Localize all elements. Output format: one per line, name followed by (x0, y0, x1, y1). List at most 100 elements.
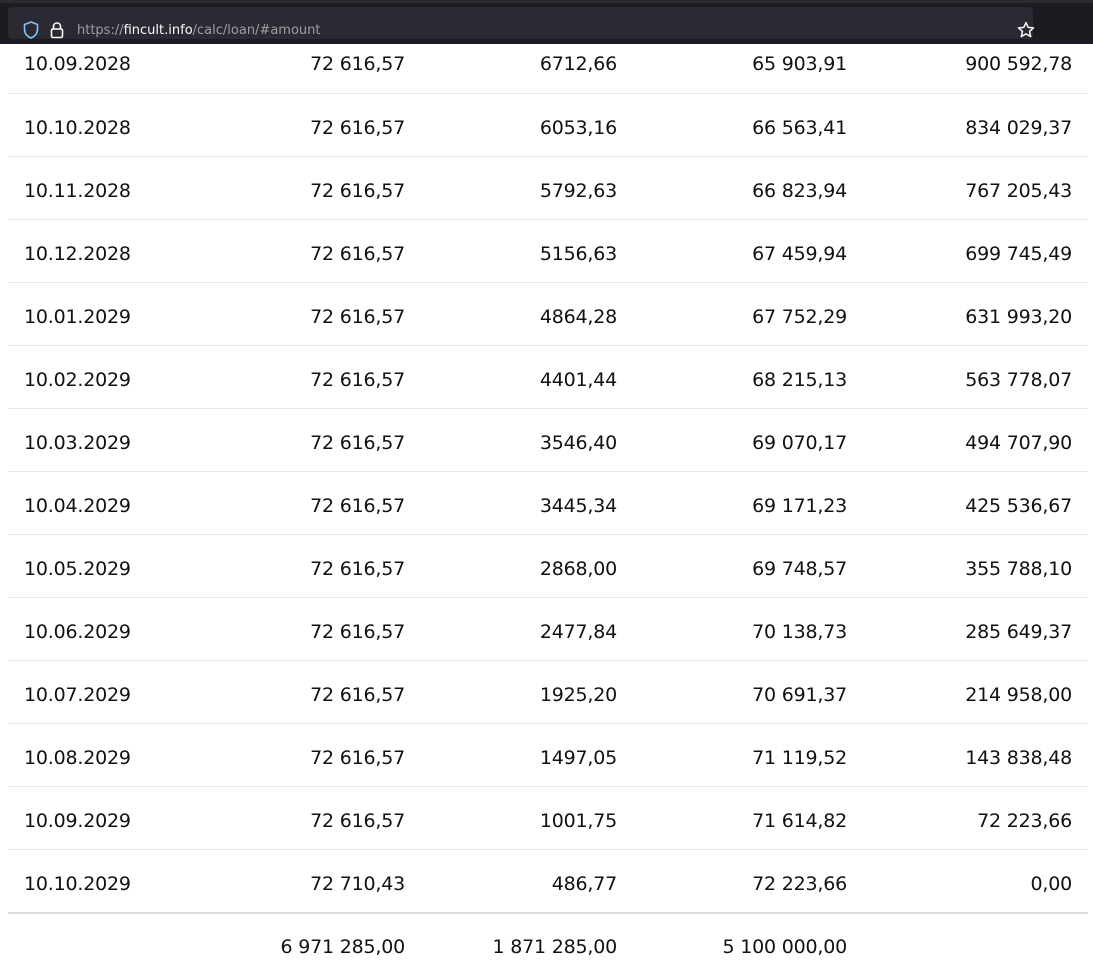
principal-cell: 71 119,52 (752, 747, 847, 769)
url-path: /calc/loan/#amount (192, 23, 321, 38)
balance-cell: 631 993,20 (965, 306, 1072, 328)
balance-cell: 285 649,37 (965, 621, 1072, 643)
principal-cell: 67 459,94 (752, 243, 847, 265)
balance-cell: 425 536,67 (965, 495, 1072, 517)
table-row: 10.09.2029 72 616,57 1001,75 71 614,82 72 22… (8, 787, 1088, 850)
interest-cell: 6053,16 (539, 117, 617, 139)
payment-cell: 72 616,57 (310, 117, 405, 139)
principal-cell: 69 070,17 (752, 432, 847, 454)
interest-cell: 2477,84 (539, 621, 617, 643)
balance-cell: 214 958,00 (965, 684, 1072, 706)
table-row: 10.12.2028 72 616,57 5156,63 67 459,94 699 7… (8, 220, 1088, 283)
payment-cell: 72 616,57 (310, 810, 405, 832)
payment-cell: 72 616,57 (310, 243, 405, 265)
date-cell: 10.02.2029 (24, 369, 131, 391)
date-cell: 10.10.2029 (24, 873, 131, 895)
principal-cell: 68 215,13 (752, 369, 847, 391)
table-row: 10.05.2029 72 616,57 2868,00 69 748,57 355 7… (8, 535, 1088, 598)
date-cell: 10.04.2029 (24, 495, 131, 517)
lock-icon[interactable] (50, 21, 64, 39)
payment-cell: 72 616,57 (310, 53, 405, 75)
table-row: 10.01.2029 72 616,57 4864,28 67 752,29 631 9… (8, 283, 1088, 346)
interest-cell: 1001,75 (539, 810, 617, 832)
date-cell: 10.09.2028 (24, 53, 131, 75)
payment-cell: 72 616,57 (310, 558, 405, 580)
payment-cell: 72 616,57 (310, 180, 405, 202)
payment-cell: 72 616,57 (310, 306, 405, 328)
balance-cell: 0,00 (1030, 873, 1072, 895)
payment-cell: 72 616,57 (310, 684, 405, 706)
interest-cell: 3445,34 (539, 495, 617, 517)
interest-cell: 5792,63 (539, 180, 617, 202)
total-payment: 6 971 285,00 (280, 936, 405, 958)
table-row: 10.10.2028 72 616,57 6053,16 66 563,41 834 0… (8, 94, 1088, 157)
balance-cell: 699 745,49 (965, 243, 1072, 265)
principal-cell: 69 748,57 (752, 558, 847, 580)
interest-cell: 486,77 (551, 873, 617, 895)
address-bar[interactable]: https://fincult.info/calc/loan/#amount (8, 7, 1035, 39)
payment-schedule-table: 10.09.2028 72 616,57 6712,66 65 903,91 900 5… (8, 44, 1088, 913)
browser-toolbar: https://fincult.info/calc/loan/#amount (0, 0, 1093, 44)
bookmark-star-icon[interactable] (1017, 21, 1035, 39)
interest-cell: 1925,20 (539, 684, 617, 706)
principal-cell: 70 691,37 (752, 684, 847, 706)
principal-cell: 71 614,82 (752, 810, 847, 832)
totals-divider (8, 912, 1088, 914)
date-cell: 10.08.2029 (24, 747, 131, 769)
principal-cell: 66 563,41 (752, 117, 847, 139)
balance-cell: 143 838,48 (965, 747, 1072, 769)
table-row: 10.10.2029 72 710,43 486,77 72 223,66 0,00 (8, 850, 1088, 913)
table-row: 10.11.2028 72 616,57 5792,63 66 823,94 767 2… (8, 157, 1088, 220)
date-cell: 10.03.2029 (24, 432, 131, 454)
principal-cell: 66 823,94 (752, 180, 847, 202)
interest-cell: 6712,66 (539, 53, 617, 75)
balance-cell: 834 029,37 (965, 117, 1072, 139)
principal-cell: 65 903,91 (752, 53, 847, 75)
date-cell: 10.10.2028 (24, 117, 131, 139)
payment-cell: 72 616,57 (310, 495, 405, 517)
url-host: fincult.info (123, 23, 193, 38)
interest-cell: 3546,40 (539, 432, 617, 454)
date-cell: 10.11.2028 (24, 180, 131, 202)
balance-cell: 563 778,07 (965, 369, 1072, 391)
date-cell: 10.12.2028 (24, 243, 131, 265)
balance-cell: 72 223,66 (977, 810, 1072, 832)
interest-cell: 4864,28 (539, 306, 617, 328)
table-row: 10.09.2028 72 616,57 6712,66 65 903,91 900 5… (8, 44, 1088, 94)
principal-cell: 72 223,66 (752, 873, 847, 895)
balance-cell: 900 592,78 (965, 53, 1072, 75)
table-row: 10.04.2029 72 616,57 3445,34 69 171,23 425 5… (8, 472, 1088, 535)
interest-cell: 5156,63 (539, 243, 617, 265)
date-cell: 10.06.2029 (24, 621, 131, 643)
payment-cell: 72 616,57 (310, 432, 405, 454)
table-row: 10.07.2029 72 616,57 1925,20 70 691,37 214 9… (8, 661, 1088, 724)
payment-cell: 72 616,57 (310, 621, 405, 643)
payment-cell: 72 616,57 (310, 747, 405, 769)
balance-cell: 355 788,10 (965, 558, 1072, 580)
table-row: 10.06.2029 72 616,57 2477,84 70 138,73 285 6… (8, 598, 1088, 661)
interest-cell: 4401,44 (539, 369, 617, 391)
table-row: 10.08.2029 72 616,57 1497,05 71 119,52 143 8… (8, 724, 1088, 787)
principal-cell: 70 138,73 (752, 621, 847, 643)
interest-cell: 2868,00 (539, 558, 617, 580)
date-cell: 10.07.2029 (24, 684, 131, 706)
principal-cell: 67 752,29 (752, 306, 847, 328)
total-interest: 1 871 285,00 (492, 936, 617, 958)
url-prefix: https:// (77, 23, 124, 38)
shield-icon[interactable] (23, 21, 39, 39)
balance-cell: 494 707,90 (965, 432, 1072, 454)
interest-cell: 1497,05 (539, 747, 617, 769)
date-cell: 10.09.2029 (24, 810, 131, 832)
date-cell: 10.05.2029 (24, 558, 131, 580)
tab-strip-edge (0, 0, 1093, 3)
table-row: 10.03.2029 72 616,57 3546,40 69 070,17 494 7… (8, 409, 1088, 472)
table-row: 10.02.2029 72 616,57 4401,44 68 215,13 563 7… (8, 346, 1088, 409)
total-principal: 5 100 000,00 (722, 936, 847, 958)
url-text[interactable]: https://fincult.info/calc/loan/#amount (77, 23, 321, 39)
payment-cell: 72 616,57 (310, 369, 405, 391)
date-cell: 10.01.2029 (24, 306, 131, 328)
payment-cell: 72 710,43 (310, 873, 405, 895)
principal-cell: 69 171,23 (752, 495, 847, 517)
totals-row: 6 971 285,00 1 871 285,00 5 100 000,00 (8, 914, 1088, 972)
balance-cell: 767 205,43 (965, 180, 1072, 202)
